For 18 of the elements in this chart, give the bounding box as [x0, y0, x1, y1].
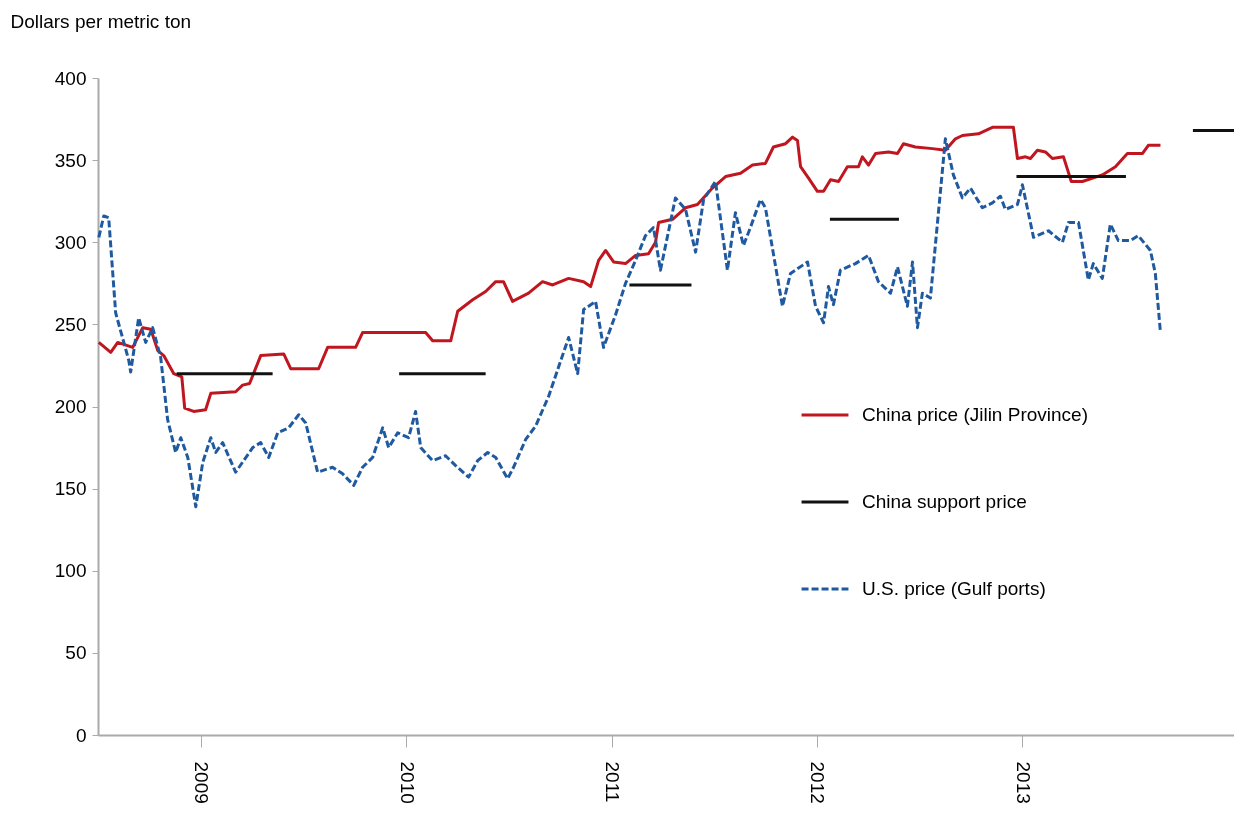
y-tick-label: 400 [54, 67, 87, 89]
y-tick-label: 50 [65, 642, 87, 664]
y-tick-label: 350 [54, 149, 87, 171]
y-axis-title: Dollars per metric ton [10, 10, 192, 32]
x-tick-label: 2009 [191, 761, 213, 804]
legend-label: China price (Jilin Province) [862, 404, 1088, 425]
y-tick-label: 150 [54, 478, 87, 500]
y-tick-label: 0 [75, 724, 87, 746]
y-tick-label: 100 [54, 560, 87, 582]
x-tick-label: 2013 [1012, 761, 1034, 804]
x-tick-label: 2010 [396, 761, 418, 804]
legend-label: China support price [862, 491, 1027, 512]
x-tick-label: 2012 [807, 761, 829, 804]
legend-label: U.S. price (Gulf ports) [862, 578, 1046, 599]
y-tick-label: 200 [54, 396, 87, 417]
x-tick-label: 2011 [602, 761, 624, 803]
y-tick-label: 250 [54, 313, 87, 335]
y-tick-label: 300 [54, 231, 87, 253]
